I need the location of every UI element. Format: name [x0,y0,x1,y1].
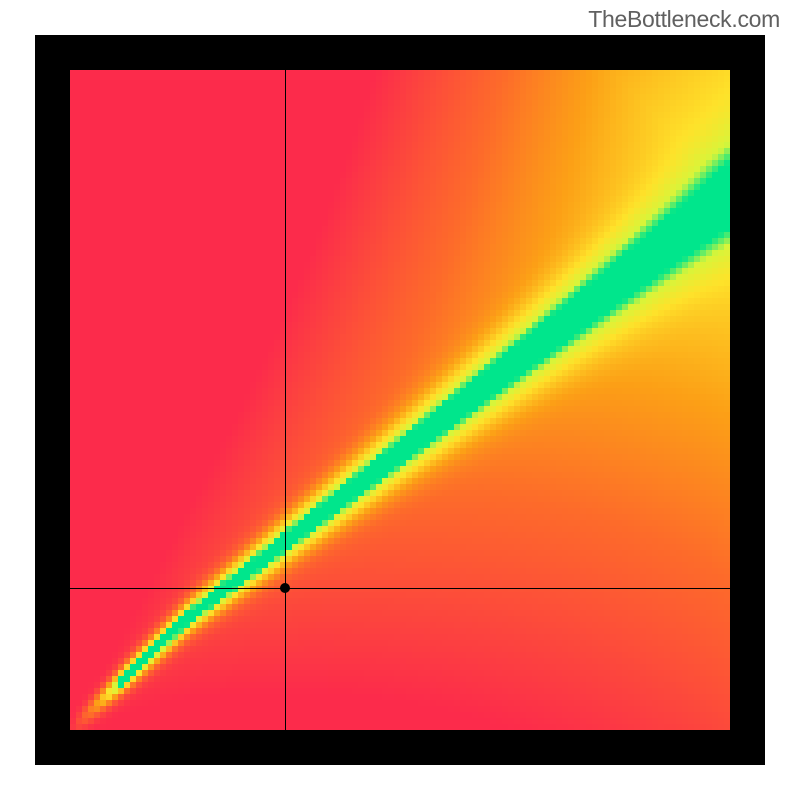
crosshair-horizontal [70,588,730,589]
marker-dot [280,583,290,593]
chart-frame [35,35,765,765]
watermark-text: TheBottleneck.com [588,6,780,33]
heatmap-canvas [70,70,730,730]
crosshair-vertical [285,70,286,730]
plot-area [70,70,730,730]
